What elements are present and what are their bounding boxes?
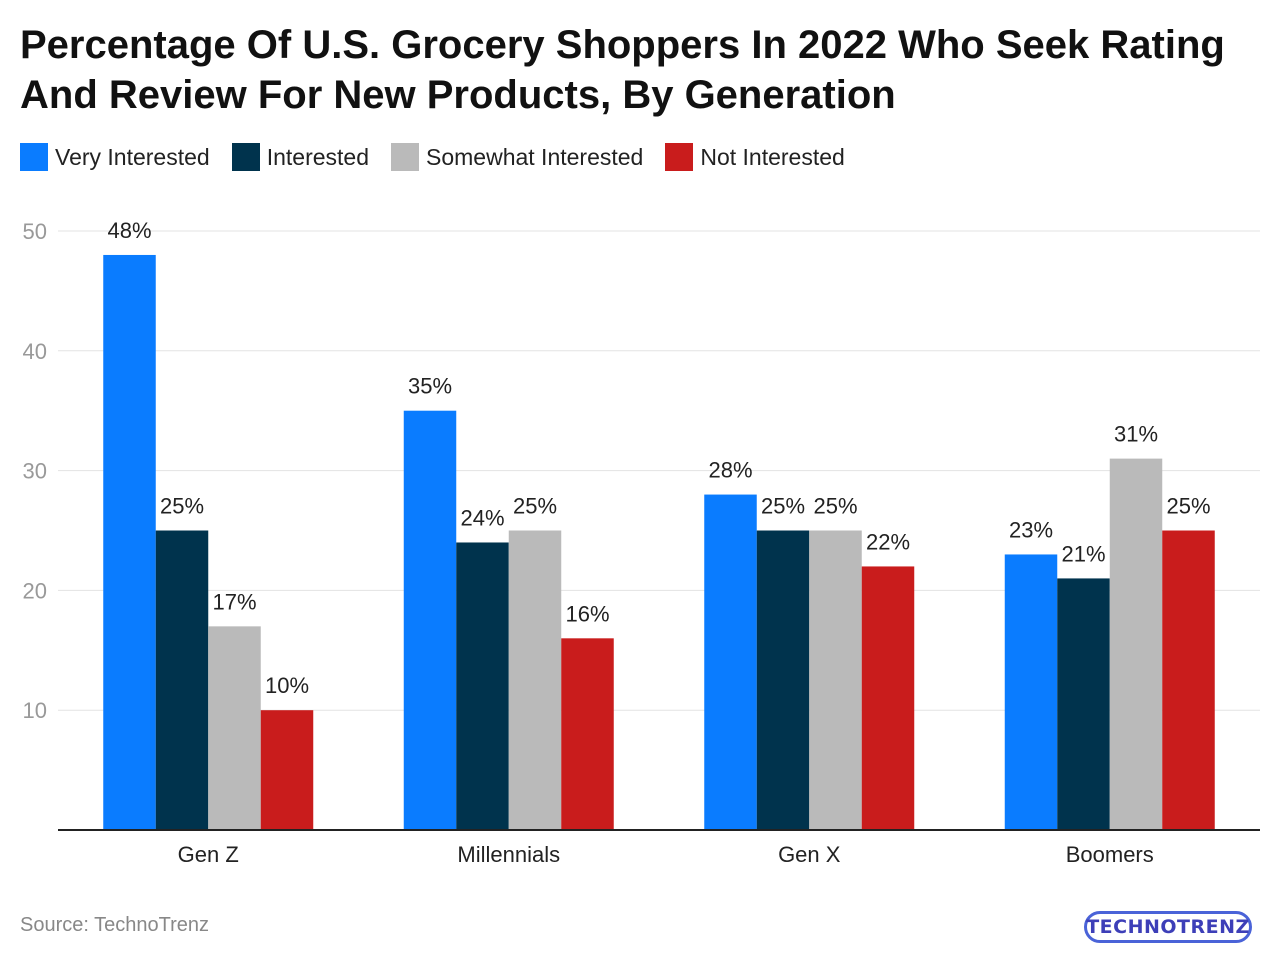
legend-item-interested[interactable]: Interested <box>231 143 369 171</box>
bar-millennials-very-interested[interactable] <box>403 410 457 830</box>
bar-millennials-interested[interactable] <box>456 542 509 830</box>
data-label-gen-z-not-interested: 10% <box>265 673 309 698</box>
legend-swatch-interested <box>231 143 260 171</box>
bar-gen-z-interested[interactable] <box>155 530 209 831</box>
source-note: Source: TechnoTrenz <box>20 914 209 936</box>
data-label-gen-z-somewhat-interested: 17% <box>212 589 256 614</box>
legend-label-not-interested: Not Interested <box>700 143 845 170</box>
technotrenz-logo[interactable]: TECHNOTRENZ <box>1084 911 1252 943</box>
x-tick-label-millennials: Millennials <box>457 842 560 867</box>
y-tick-label-10: 10 <box>23 698 47 723</box>
bar-boomers-somewhat-interested[interactable] <box>1109 458 1163 830</box>
data-label-gen-x-interested: 25% <box>761 494 805 519</box>
data-label-boomers-somewhat-interested: 31% <box>1114 422 1158 447</box>
x-tick-label-gen-z: Gen Z <box>178 842 239 867</box>
legend-label-interested: Interested <box>266 143 369 170</box>
legend-label-somewhat-interested: Somewhat Interested <box>426 143 644 170</box>
legend-label-very-interested: Very Interested <box>55 143 210 170</box>
x-tick-label-gen-x: Gen X <box>778 842 841 867</box>
bar-gen-z-not-interested[interactable] <box>260 710 314 830</box>
data-label-millennials-interested: 24% <box>460 505 504 530</box>
legend-item-somewhat-interested[interactable]: Somewhat Interested <box>391 143 643 171</box>
bar-gen-x-interested[interactable] <box>756 530 810 831</box>
data-label-gen-x-not-interested: 22% <box>866 529 910 554</box>
bar-gen-x-very-interested[interactable] <box>704 494 757 830</box>
legend-item-very-interested[interactable]: Very Interested <box>20 143 210 171</box>
y-tick-label-40: 40 <box>23 339 47 364</box>
data-label-gen-z-very-interested: 48% <box>107 218 151 243</box>
legend: Very Interested Interested Somewhat Inte… <box>20 142 867 172</box>
y-tick-label-30: 30 <box>23 459 47 484</box>
bar-millennials-not-interested[interactable] <box>561 638 614 830</box>
legend-swatch-very-interested <box>20 143 48 171</box>
data-label-millennials-not-interested: 16% <box>565 601 609 626</box>
legend-swatch-somewhat-interested <box>391 143 419 171</box>
x-tick-label-boomers: Boomers <box>1066 842 1154 867</box>
data-label-boomers-very-interested: 23% <box>1009 517 1053 542</box>
bar-gen-x-not-interested[interactable] <box>861 566 915 830</box>
bar-gen-z-very-interested[interactable] <box>103 254 156 830</box>
data-label-millennials-very-interested: 35% <box>408 374 452 399</box>
bar-millennials-somewhat-interested[interactable] <box>508 530 562 831</box>
data-label-gen-x-somewhat-interested: 25% <box>813 494 857 519</box>
y-tick-label-50: 50 <box>23 219 47 244</box>
bar-gen-z-somewhat-interested[interactable] <box>208 626 261 830</box>
bar-gen-x-somewhat-interested[interactable] <box>809 530 862 831</box>
data-label-boomers-not-interested: 25% <box>1166 494 1210 519</box>
bar-boomers-very-interested[interactable] <box>1004 554 1058 830</box>
chart-title: Percentage Of U.S. Grocery Shoppers In 2… <box>20 23 1225 117</box>
bar-boomers-interested[interactable] <box>1057 578 1110 830</box>
data-label-boomers-interested: 21% <box>1061 541 1105 566</box>
data-label-gen-x-very-interested: 28% <box>708 458 752 483</box>
data-label-millennials-somewhat-interested: 25% <box>513 494 557 519</box>
data-label-gen-z-interested: 25% <box>160 494 204 519</box>
legend-item-not-interested[interactable]: Not Interested <box>665 143 845 171</box>
y-tick-label-20: 20 <box>23 578 47 603</box>
legend-swatch-not-interested <box>665 143 694 171</box>
bar-boomers-not-interested[interactable] <box>1162 530 1215 831</box>
